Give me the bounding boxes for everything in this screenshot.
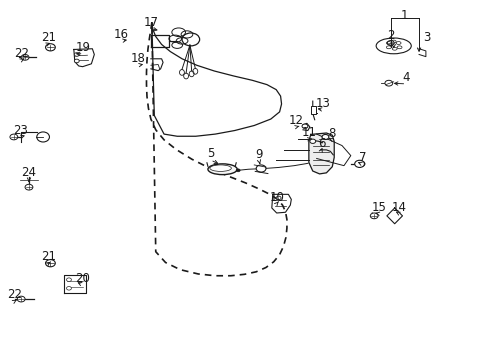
Circle shape bbox=[66, 287, 71, 290]
Text: 9: 9 bbox=[255, 148, 263, 161]
Text: 22: 22 bbox=[7, 288, 22, 301]
Text: 16: 16 bbox=[114, 28, 129, 41]
Circle shape bbox=[74, 53, 79, 56]
Text: 21: 21 bbox=[41, 31, 56, 44]
Circle shape bbox=[256, 165, 265, 172]
Text: 22: 22 bbox=[14, 47, 29, 60]
Text: 5: 5 bbox=[206, 147, 214, 160]
Circle shape bbox=[309, 139, 315, 143]
Circle shape bbox=[66, 278, 71, 282]
Text: 18: 18 bbox=[130, 52, 145, 65]
Ellipse shape bbox=[375, 38, 410, 54]
Circle shape bbox=[45, 44, 55, 51]
Circle shape bbox=[357, 161, 364, 166]
Circle shape bbox=[10, 134, 18, 140]
Polygon shape bbox=[418, 49, 425, 57]
Circle shape bbox=[45, 260, 55, 267]
Bar bbox=[311, 106, 316, 114]
Text: 14: 14 bbox=[391, 201, 406, 214]
Text: 21: 21 bbox=[41, 250, 56, 263]
Text: 1: 1 bbox=[400, 9, 407, 22]
Text: 15: 15 bbox=[371, 201, 386, 214]
Circle shape bbox=[302, 124, 307, 129]
Text: 4: 4 bbox=[402, 71, 409, 84]
Circle shape bbox=[236, 169, 240, 172]
Polygon shape bbox=[386, 208, 402, 224]
Text: 3: 3 bbox=[422, 31, 429, 44]
Circle shape bbox=[17, 296, 25, 302]
Ellipse shape bbox=[207, 164, 237, 175]
Circle shape bbox=[21, 54, 29, 60]
Circle shape bbox=[74, 59, 79, 63]
Circle shape bbox=[354, 160, 364, 167]
Circle shape bbox=[384, 80, 392, 86]
Text: 10: 10 bbox=[269, 191, 284, 204]
Polygon shape bbox=[308, 133, 333, 174]
Circle shape bbox=[369, 213, 377, 219]
Text: 17: 17 bbox=[143, 16, 158, 29]
Text: 8: 8 bbox=[328, 127, 335, 140]
Circle shape bbox=[25, 184, 33, 190]
Text: 2: 2 bbox=[386, 29, 394, 42]
Text: 11: 11 bbox=[301, 126, 316, 139]
Text: 12: 12 bbox=[288, 114, 303, 127]
Circle shape bbox=[322, 134, 328, 139]
Ellipse shape bbox=[37, 132, 49, 142]
Text: 23: 23 bbox=[13, 124, 28, 137]
Text: 20: 20 bbox=[75, 272, 90, 285]
Circle shape bbox=[386, 41, 393, 45]
Text: 7: 7 bbox=[358, 151, 366, 164]
Circle shape bbox=[276, 196, 281, 200]
Text: 19: 19 bbox=[76, 41, 91, 54]
Text: 6: 6 bbox=[317, 137, 325, 150]
Polygon shape bbox=[64, 275, 85, 293]
Text: 13: 13 bbox=[315, 97, 330, 110]
Ellipse shape bbox=[209, 165, 231, 171]
Text: 24: 24 bbox=[21, 166, 37, 179]
